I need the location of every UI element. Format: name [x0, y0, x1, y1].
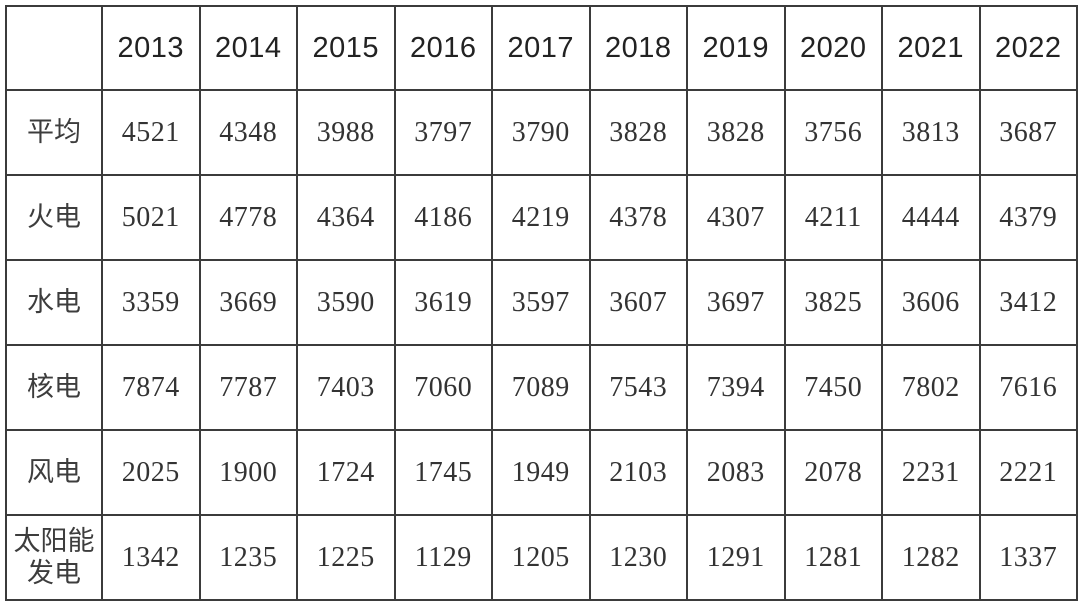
table-row: 核电 7874 7787 7403 7060 7089 7543 7394 7450 7802 76…: [5, 344, 1078, 431]
value-cell: 3669: [198, 259, 298, 346]
row-label-cell: 太阳能发电: [5, 514, 103, 601]
value-cell: 3825: [783, 259, 883, 346]
value-cell: 1900: [198, 429, 298, 516]
year-header-cell: 2014: [198, 5, 298, 91]
year-header-cell: 2022: [978, 5, 1078, 91]
value-cell: 3687: [978, 89, 1078, 176]
table-row: 水电 3359 3669 3590 3619 3597 3607 3697 3825 3606 34…: [5, 259, 1078, 346]
row-label-cell: 水电: [5, 259, 103, 346]
value-cell: 7616: [978, 344, 1078, 431]
value-cell: 5021: [101, 174, 201, 261]
table-row: 太阳能发电 1342 1235 1225 1129 1205 1230 1291 1281 128…: [5, 514, 1078, 601]
value-cell: 3607: [588, 259, 688, 346]
value-cell: 3606: [881, 259, 981, 346]
table-header: 2013 2014 2015 2016 2017 2018 2019 2020 2021 2022: [5, 5, 1078, 91]
value-cell: 3619: [393, 259, 493, 346]
value-cell: 4211: [783, 174, 883, 261]
header-row: 2013 2014 2015 2016 2017 2018 2019 2020 2021 2022: [5, 5, 1078, 91]
value-cell: 2083: [686, 429, 786, 516]
value-cell: 7543: [588, 344, 688, 431]
value-cell: 3590: [296, 259, 396, 346]
row-label-cell: 火电: [5, 174, 103, 261]
row-label-cell: 风电: [5, 429, 103, 516]
value-cell: 3828: [686, 89, 786, 176]
value-cell: 3412: [978, 259, 1078, 346]
value-cell: 7403: [296, 344, 396, 431]
value-cell: 2025: [101, 429, 201, 516]
value-cell: 4521: [101, 89, 201, 176]
value-cell: 4219: [491, 174, 591, 261]
value-cell: 1230: [588, 514, 688, 601]
value-cell: 3597: [491, 259, 591, 346]
value-cell: 7874: [101, 344, 201, 431]
value-cell: 1291: [686, 514, 786, 601]
value-cell: 7089: [491, 344, 591, 431]
year-header-cell: 2017: [491, 5, 591, 91]
value-cell: 4186: [393, 174, 493, 261]
value-cell: 1205: [491, 514, 591, 601]
value-cell: 3756: [783, 89, 883, 176]
value-cell: 4444: [881, 174, 981, 261]
value-cell: 1281: [783, 514, 883, 601]
value-cell: 7787: [198, 344, 298, 431]
value-cell: 4378: [588, 174, 688, 261]
value-cell: 7450: [783, 344, 883, 431]
value-cell: 4307: [686, 174, 786, 261]
value-cell: 2078: [783, 429, 883, 516]
value-cell: 3813: [881, 89, 981, 176]
value-cell: 4379: [978, 174, 1078, 261]
value-cell: 4364: [296, 174, 396, 261]
year-header-cell: 2015: [296, 5, 396, 91]
power-utilization-table: 2013 2014 2015 2016 2017 2018 2019 2020 2021 2022…: [5, 5, 1078, 601]
year-header-cell: 2019: [686, 5, 786, 91]
value-cell: 2231: [881, 429, 981, 516]
value-cell: 3359: [101, 259, 201, 346]
value-cell: 1745: [393, 429, 493, 516]
table-row: 风电 2025 1900 1724 1745 1949 2103 2083 2078 2231 22…: [5, 429, 1078, 516]
corner-cell: [5, 5, 103, 91]
value-cell: 3697: [686, 259, 786, 346]
value-cell: 3988: [296, 89, 396, 176]
value-cell: 4348: [198, 89, 298, 176]
year-header-cell: 2021: [881, 5, 981, 91]
table-row: 平均 4521 4348 3988 3797 3790 3828 3828 3756 3813 36…: [5, 89, 1078, 176]
value-cell: 1724: [296, 429, 396, 516]
value-cell: 1282: [881, 514, 981, 601]
value-cell: 1129: [393, 514, 493, 601]
value-cell: 1235: [198, 514, 298, 601]
row-label-cell: 核电: [5, 344, 103, 431]
value-cell: 7394: [686, 344, 786, 431]
value-cell: 1342: [101, 514, 201, 601]
value-cell: 2221: [978, 429, 1078, 516]
value-cell: 7060: [393, 344, 493, 431]
table-row: 火电 5021 4778 4364 4186 4219 4378 4307 4211 4444 43…: [5, 174, 1078, 261]
value-cell: 1337: [978, 514, 1078, 601]
value-cell: 2103: [588, 429, 688, 516]
year-header-cell: 2020: [783, 5, 883, 91]
value-cell: 3797: [393, 89, 493, 176]
year-header-cell: 2013: [101, 5, 201, 91]
row-label-cell: 平均: [5, 89, 103, 176]
year-header-cell: 2018: [588, 5, 688, 91]
table-body: 平均 4521 4348 3988 3797 3790 3828 3828 3756 3813 36…: [5, 89, 1078, 601]
value-cell: 1949: [491, 429, 591, 516]
value-cell: 4778: [198, 174, 298, 261]
value-cell: 7802: [881, 344, 981, 431]
value-cell: 1225: [296, 514, 396, 601]
year-header-cell: 2016: [393, 5, 493, 91]
value-cell: 3828: [588, 89, 688, 176]
value-cell: 3790: [491, 89, 591, 176]
